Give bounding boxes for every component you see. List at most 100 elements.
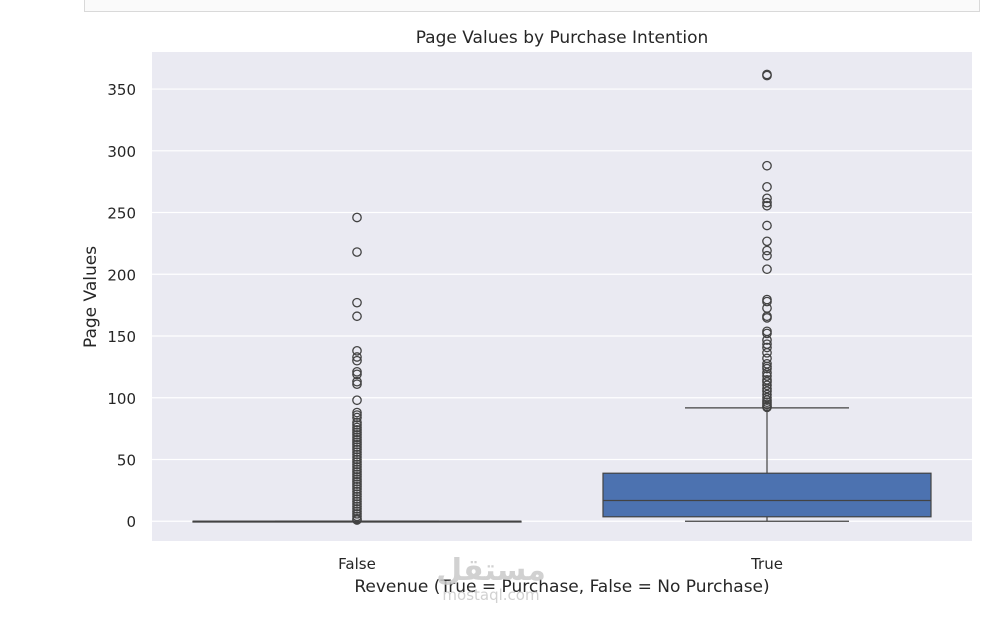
outlier-point — [352, 447, 362, 457]
outlier-point — [762, 347, 772, 358]
outlier-point — [352, 437, 362, 448]
outlier-point — [352, 311, 362, 322]
outlier-point — [352, 427, 362, 438]
plot-area — [152, 52, 972, 541]
outlier-point — [352, 379, 362, 390]
outlier-point — [352, 494, 362, 504]
outlier-point — [352, 410, 362, 420]
outlier-point — [352, 484, 362, 494]
y-tick-label: 50 — [117, 452, 136, 470]
outlier-point — [352, 425, 362, 435]
box-group-true — [602, 69, 932, 522]
outlier-point — [352, 212, 362, 223]
outlier-point — [352, 466, 362, 477]
outlier-point — [352, 471, 362, 482]
outlier-point — [762, 377, 772, 387]
outlier-point — [352, 476, 362, 487]
outlier-point — [762, 250, 772, 261]
outlier-point — [352, 449, 362, 460]
x-tick-label: True — [750, 555, 783, 573]
outlier-point — [352, 499, 362, 509]
outlier-point — [352, 420, 362, 430]
outlier-point — [762, 367, 772, 378]
outlier-point — [352, 442, 362, 453]
outlier-point — [352, 508, 362, 519]
outlier-point — [352, 297, 362, 308]
outlier-point — [352, 376, 362, 387]
y-tick-label: 250 — [107, 205, 136, 223]
outlier-point — [352, 412, 362, 423]
outlier-point — [352, 464, 362, 475]
outlier-point — [352, 474, 362, 485]
box-iqr — [602, 472, 932, 518]
outlier-point — [352, 355, 362, 366]
outlier-point — [352, 434, 362, 445]
outlier-point — [352, 407, 362, 418]
outlier-point — [762, 328, 772, 339]
y-tick-labels: 0 50 100 150 200 250 300 350 — [107, 81, 136, 531]
outlier-point — [352, 479, 362, 490]
outlier-point — [762, 264, 772, 275]
previous-cell-frame — [84, 0, 980, 12]
outlier-point — [352, 496, 362, 507]
outlier-point — [762, 389, 772, 400]
outlier-point — [762, 220, 772, 231]
outlier-point — [762, 296, 772, 307]
outlier-point — [352, 489, 362, 499]
outlier-point — [352, 422, 362, 433]
y-tick-label: 100 — [107, 390, 136, 408]
y-tick-label: 300 — [107, 143, 136, 161]
outlier-point — [762, 181, 772, 192]
y-tick-label: 150 — [107, 328, 136, 346]
box-group-false — [192, 212, 522, 525]
outlier-point — [352, 439, 362, 450]
outlier-point — [352, 481, 362, 492]
x-tick-label: False — [338, 555, 376, 573]
outlier-point — [352, 345, 362, 356]
outlier-point — [352, 491, 362, 502]
outlier-point — [352, 429, 362, 440]
outlier-point — [352, 504, 362, 514]
outlier-point — [352, 457, 362, 467]
outlier-point — [352, 511, 362, 522]
outlier-point — [762, 380, 772, 391]
y-tick-label: 350 — [107, 81, 136, 99]
outlier-point — [352, 459, 362, 470]
boxes — [192, 69, 932, 525]
chart-title: Page Values by Purchase Intention — [416, 28, 709, 48]
outlier-point — [352, 462, 362, 472]
outlier-point — [762, 197, 772, 208]
outlier-point — [352, 486, 362, 497]
outlier-point — [352, 515, 362, 525]
x-axis-label: Revenue (True = Purchase, False = No Pur… — [354, 577, 769, 597]
outlier-point — [762, 371, 772, 381]
outlier-point — [352, 444, 362, 455]
y-axis-label: Page Values — [81, 246, 101, 348]
outlier-point — [352, 452, 362, 462]
outlier-point — [762, 245, 772, 256]
outlier-point — [352, 501, 362, 512]
outlier-point — [762, 335, 772, 345]
outlier-point — [762, 160, 772, 171]
outlier-point — [762, 200, 772, 211]
y-tick-label: 200 — [107, 266, 136, 284]
x-tick-labels: False True — [338, 555, 783, 573]
outlier-point — [352, 366, 362, 377]
outlier-point — [762, 193, 772, 204]
outlier-point — [352, 454, 362, 465]
gridlines — [152, 88, 972, 522]
outlier-point — [352, 395, 362, 406]
outlier-point — [762, 363, 772, 374]
outlier-point — [762, 402, 772, 413]
outlier-point — [352, 469, 362, 480]
outlier-point — [762, 70, 772, 81]
outlier-point — [352, 369, 362, 380]
outlier-point — [352, 432, 362, 443]
outlier-point — [762, 342, 772, 353]
outlier-point — [352, 247, 362, 257]
y-tick-label: 0 — [126, 513, 136, 531]
outlier-point — [762, 236, 772, 247]
outlier-point — [352, 417, 362, 428]
outlier-point — [352, 352, 362, 362]
